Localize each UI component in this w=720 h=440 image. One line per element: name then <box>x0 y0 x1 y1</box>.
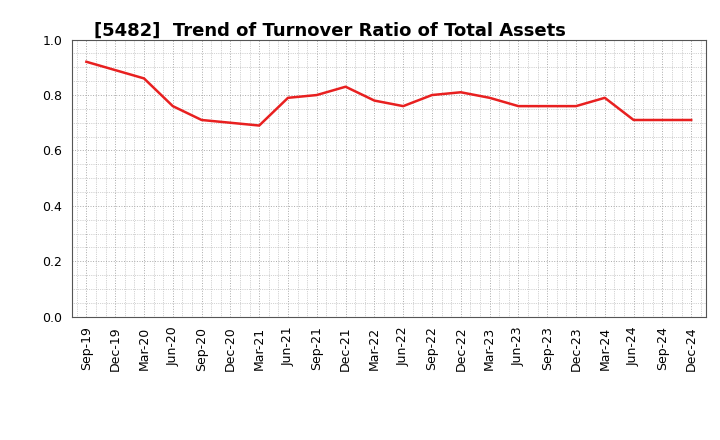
Text: [5482]  Trend of Turnover Ratio of Total Assets: [5482] Trend of Turnover Ratio of Total … <box>94 22 565 40</box>
